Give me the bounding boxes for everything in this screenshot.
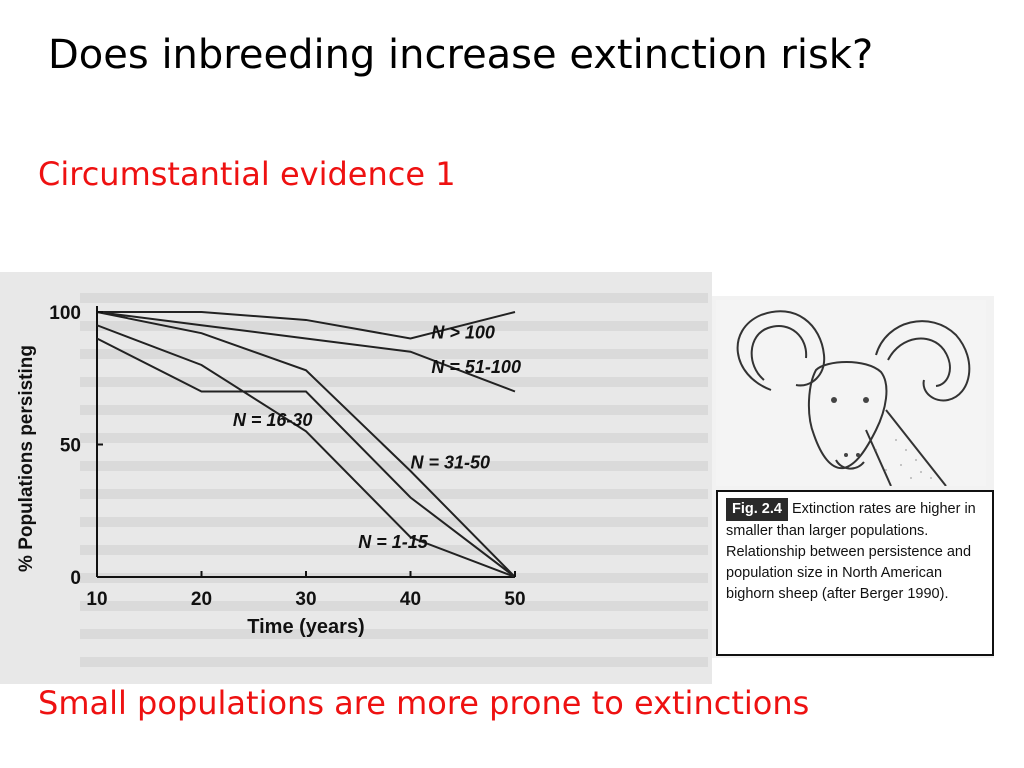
slide-subtitle: Circumstantial evidence 1 <box>38 155 456 193</box>
x-tick-label: 20 <box>191 589 212 610</box>
series-line <box>97 311 516 340</box>
chart-labels: Time (years) % Populations persisting N > … <box>16 323 521 639</box>
bighorn-ram-sketch-icon <box>716 300 986 486</box>
series-line <box>96 311 516 578</box>
series-line <box>96 311 516 393</box>
y-axis-label: % Populations persisting <box>16 345 37 572</box>
x-tick-label: 50 <box>504 589 525 610</box>
chart-ticks: 10 20 30 40 50 0 50 100 <box>49 303 525 610</box>
x-tick-label: 30 <box>295 589 316 610</box>
series-label: N > 100 <box>431 323 495 343</box>
chart-series <box>96 311 516 578</box>
x-tick-label: 40 <box>400 589 421 610</box>
series-label: N = 31-50 <box>411 452 491 472</box>
scanned-text-bleed <box>80 275 708 675</box>
series-line <box>96 324 516 578</box>
x-axis-label: Time (years) <box>247 616 364 638</box>
persistence-chart: 10 20 30 40 50 0 50 100 Time (years) % Populatio… <box>16 303 526 639</box>
series-label: N = 51-100 <box>431 357 521 377</box>
series-label: N = 16-30 <box>233 410 313 430</box>
slide-title: Does inbreeding increase extinction risk… <box>48 32 874 78</box>
figure-caption-text: Extinction rates are higher in smaller t… <box>726 501 976 602</box>
scanned-page <box>0 272 712 684</box>
y-tick-label: 0 <box>70 568 81 589</box>
figure-caption: Fig. 2.4 Extinction rates are higher in s… <box>716 490 994 656</box>
y-tick-label: 100 <box>49 303 81 324</box>
y-tick-label: 50 <box>60 436 81 457</box>
series-label: N = 1-15 <box>358 532 429 552</box>
series-line <box>96 337 516 578</box>
figure-label: Fig. 2.4 <box>726 498 788 521</box>
slide-conclusion: Small populations are more prone to exti… <box>38 684 810 722</box>
x-tick-label: 10 <box>86 589 107 610</box>
chart-axes <box>96 306 515 578</box>
